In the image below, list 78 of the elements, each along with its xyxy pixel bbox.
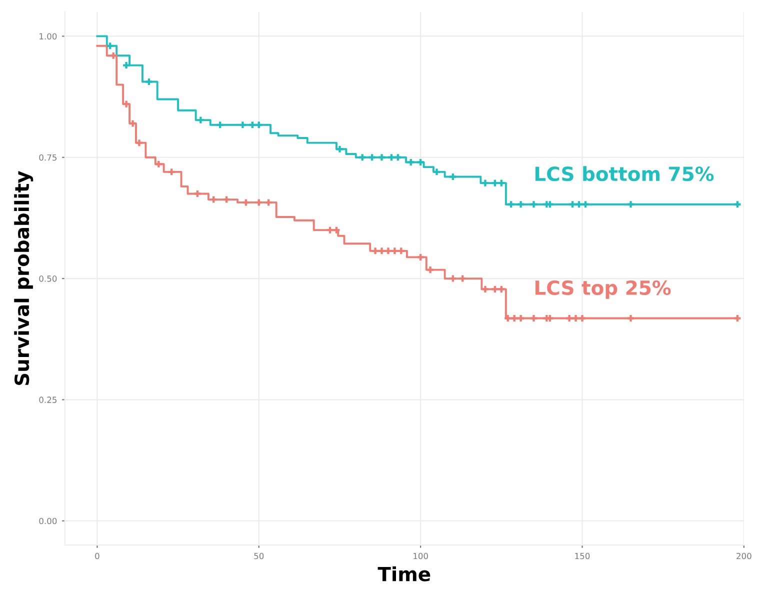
- point: [106, 42, 114, 50]
- point: [378, 154, 386, 161]
- point: [546, 315, 554, 322]
- point: [391, 248, 398, 254]
- point: [530, 201, 537, 208]
- point: [518, 201, 524, 208]
- point: [492, 286, 498, 292]
- point: [333, 226, 340, 234]
- y-tick-label: 0.50: [39, 276, 57, 282]
- point: [498, 286, 505, 292]
- point: [482, 180, 488, 186]
- point: [359, 154, 366, 161]
- x-tick-label: 200: [736, 552, 752, 560]
- series-label: LCS top 25%: [535, 280, 671, 299]
- point: [492, 180, 498, 186]
- y-tick-label: 1.00: [40, 33, 57, 40]
- point: [168, 168, 175, 176]
- point: [197, 116, 204, 124]
- point: [110, 52, 117, 59]
- point: [256, 199, 262, 206]
- point: [582, 201, 589, 208]
- point: [388, 154, 395, 161]
- point: [194, 190, 201, 197]
- point: [546, 201, 554, 208]
- point: [482, 286, 488, 292]
- point: [394, 154, 402, 161]
- x-tick-label: 0: [95, 552, 100, 560]
- point: [578, 315, 586, 322]
- point: [265, 199, 272, 206]
- point: [530, 315, 537, 322]
- point: [627, 315, 634, 322]
- point: [427, 266, 434, 274]
- point: [398, 248, 404, 254]
- x-axis-title: Time: [378, 566, 430, 582]
- point: [459, 275, 466, 282]
- point: [368, 154, 376, 161]
- point: [239, 122, 246, 128]
- point: [384, 248, 392, 254]
- point: [378, 248, 386, 254]
- point: [566, 315, 573, 322]
- point: [417, 254, 424, 260]
- x-tick-label: 100: [414, 552, 428, 560]
- point: [450, 275, 456, 282]
- y-tick-label: 0.75: [39, 154, 56, 161]
- point: [249, 122, 256, 128]
- point: [223, 196, 230, 203]
- series-label: LCS bottom 75%: [535, 166, 714, 182]
- y-tick-label: 0.25: [39, 396, 56, 403]
- point: [216, 122, 224, 128]
- point: [511, 315, 518, 322]
- point: [210, 196, 217, 203]
- point: [450, 174, 456, 180]
- point: [336, 146, 343, 152]
- point: [498, 180, 505, 186]
- x-tick-label: 150: [575, 552, 590, 560]
- x-tick-label: 50: [254, 552, 264, 560]
- point: [734, 315, 741, 322]
- point: [136, 140, 142, 146]
- point: [569, 201, 576, 208]
- point: [130, 120, 136, 127]
- point: [123, 100, 130, 108]
- point: [627, 201, 634, 208]
- y-tick-label: 0.00: [39, 518, 57, 524]
- point: [518, 315, 524, 322]
- point: [572, 315, 580, 322]
- point: [242, 199, 250, 206]
- point: [155, 160, 162, 168]
- point: [417, 158, 424, 166]
- point: [734, 201, 741, 208]
- point: [146, 78, 152, 86]
- point: [372, 248, 379, 254]
- point: [256, 122, 262, 128]
- point: [508, 201, 514, 208]
- point: [433, 168, 440, 176]
- y-axis-title: Survival probability: [14, 170, 34, 386]
- point: [408, 158, 414, 166]
- point: [123, 62, 130, 69]
- point: [504, 315, 512, 322]
